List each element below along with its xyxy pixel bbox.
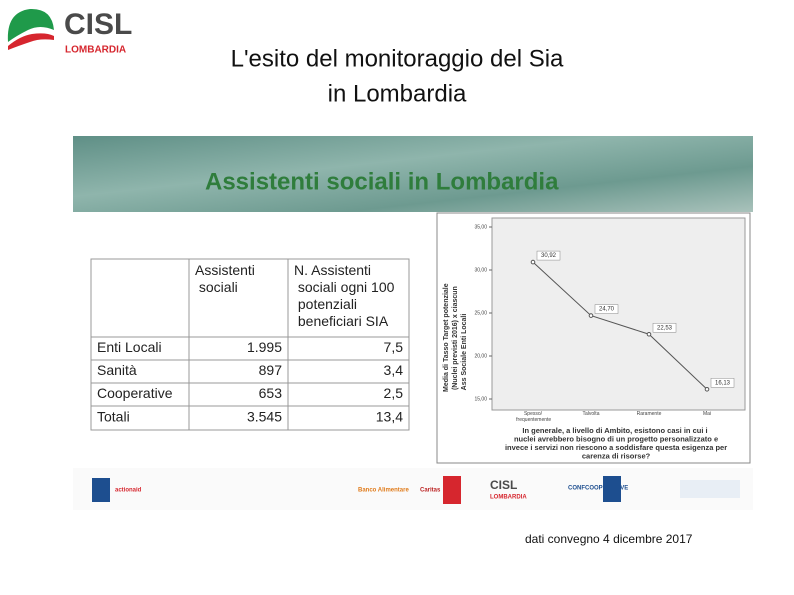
value-label-box [594, 304, 619, 314]
value-label-box [710, 378, 735, 388]
y-axis-label: Media di Tasso Target potenziale (Nuclei… [443, 283, 468, 392]
table-cell: 7,5 [384, 339, 404, 355]
logo-mark [680, 480, 740, 498]
table-border [90, 258, 410, 431]
logo-text: Caritas [420, 488, 441, 494]
table-cell: 1.995 [247, 339, 282, 355]
banner-title: Assistenti sociali in Lombardia [205, 168, 559, 195]
point [646, 331, 652, 337]
title: in Lombardia [328, 80, 467, 107]
value-label-box [536, 250, 561, 261]
brand-region: LOMBARDIA [65, 45, 126, 56]
x-tick-label: Spesso/ frequentemente [515, 411, 552, 423]
value-label: 22,53 [657, 325, 673, 331]
value-label: 16,13 [715, 380, 731, 386]
logo-mark [92, 478, 110, 502]
value-label-box [652, 322, 677, 333]
table-cell: 653 [259, 385, 283, 401]
table-cell: 2,5 [384, 385, 404, 401]
table-cell: Totali [97, 409, 130, 425]
x-tick-label: Talvolta [583, 411, 600, 417]
y-tick-label: 20,00 [474, 353, 487, 359]
y-tick-label: 15,00 [474, 396, 487, 402]
plot-area [491, 217, 746, 411]
logo-mark [443, 476, 461, 504]
logo-mark [8, 33, 54, 50]
logo-strip [73, 468, 753, 510]
table-cell: Cooperative [97, 385, 173, 401]
x-tick-label: Mai [703, 411, 711, 417]
footer: dati convegno 4 dicembre 2017 [525, 532, 693, 546]
y-tick-label: 35,00 [474, 224, 487, 230]
logo-mark [603, 476, 621, 502]
point [588, 313, 594, 318]
logo-text: actionaid [115, 488, 142, 494]
table-cell: Sanità [97, 362, 137, 378]
banner [73, 136, 753, 212]
table-cell: 897 [259, 362, 283, 378]
line [532, 261, 708, 390]
y-tick-label: 30,00 [474, 267, 487, 273]
logo-text: CONFCOOPERATIVE [568, 486, 628, 492]
table-cell: 3,4 [384, 362, 404, 378]
logo-mark [7, 8, 55, 43]
value-label: 30,92 [541, 253, 557, 259]
table-cell: 13,4 [376, 409, 403, 425]
chart-caption: In generale, a livello di Ambito, esisto… [503, 426, 727, 461]
logo-text: LOMBARDIA [490, 495, 527, 501]
table-cell: 3.545 [247, 409, 282, 425]
table-header: Assistenti sociali [195, 262, 255, 295]
title: L'esito del monitoraggio del Sia [231, 45, 564, 72]
x-tick-label: Raramente [637, 411, 662, 417]
table-cell: Enti Locali [97, 339, 162, 355]
value-label: 24,70 [599, 307, 615, 313]
brand: CISL [64, 8, 132, 41]
logo-text: Banco Alimentare [358, 488, 409, 494]
logo-text: CISL [490, 478, 517, 492]
table-header: N. Assistenti sociali ogni 100 potenzial… [294, 262, 395, 329]
y-tick-label: 25,00 [474, 310, 487, 316]
point [704, 386, 710, 392]
point [530, 259, 536, 265]
